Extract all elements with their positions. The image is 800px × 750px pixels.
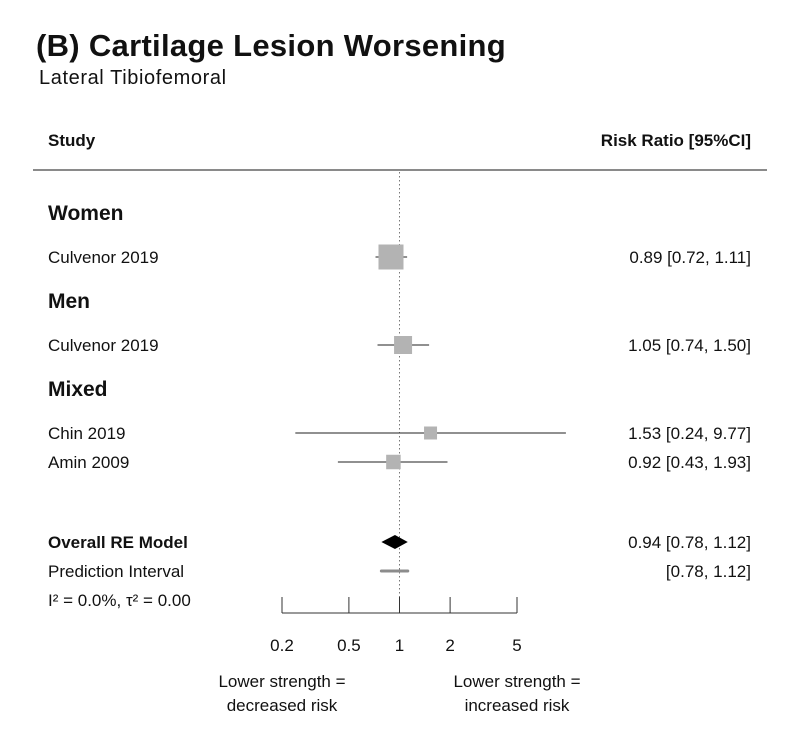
group-label-men: Men (48, 290, 90, 313)
x-tick-label: 0.2 (270, 636, 294, 655)
point-estimate-box (378, 244, 404, 270)
estimate-text: 1.53 [0.24, 9.77] (628, 424, 751, 443)
estimate-text: 1.05 [0.74, 1.50] (628, 336, 751, 355)
right-note-line-1: Lower strength = (453, 672, 580, 691)
point-estimate-box (424, 426, 438, 440)
point-estimate-box (394, 336, 413, 354)
heterogeneity-text: I² = 0.0%, τ² = 0.00 (48, 591, 191, 610)
group-label-women: Women (48, 202, 123, 225)
chart-title: (B) Cartilage Lesion Worsening (36, 28, 507, 63)
left-note-line-2: decreased risk (227, 696, 338, 715)
left-note-line-1: Lower strength = (218, 672, 345, 691)
header-study: Study (48, 131, 96, 150)
study-label: Culvenor 2019 (48, 336, 159, 355)
x-tick-label: 0.5 (337, 636, 361, 655)
prediction-interval-text: [0.78, 1.12] (666, 562, 751, 581)
chart-subtitle: Lateral Tibiofemoral (39, 67, 227, 89)
header-risk-ratio: Risk Ratio [95%CI] (601, 131, 751, 150)
study-label: Culvenor 2019 (48, 248, 159, 267)
group-label-mixed: Mixed (48, 378, 108, 401)
summary-diamond (381, 535, 408, 549)
x-tick-label: 5 (512, 636, 521, 655)
x-tick-label: 1 (395, 636, 404, 655)
study-label: Chin 2019 (48, 424, 126, 443)
prediction-interval-label: Prediction Interval (48, 562, 184, 581)
right-note-line-2: increased risk (465, 696, 570, 715)
overall-estimate-text: 0.94 [0.78, 1.12] (628, 533, 751, 552)
overall-label: Overall RE Model (48, 533, 188, 552)
point-estimate-box (386, 454, 401, 470)
estimate-text: 0.89 [0.72, 1.11] (629, 248, 751, 267)
estimate-text: 0.92 [0.43, 1.93] (628, 453, 751, 472)
x-tick-label: 2 (445, 636, 454, 655)
study-label: Amin 2009 (48, 453, 129, 472)
